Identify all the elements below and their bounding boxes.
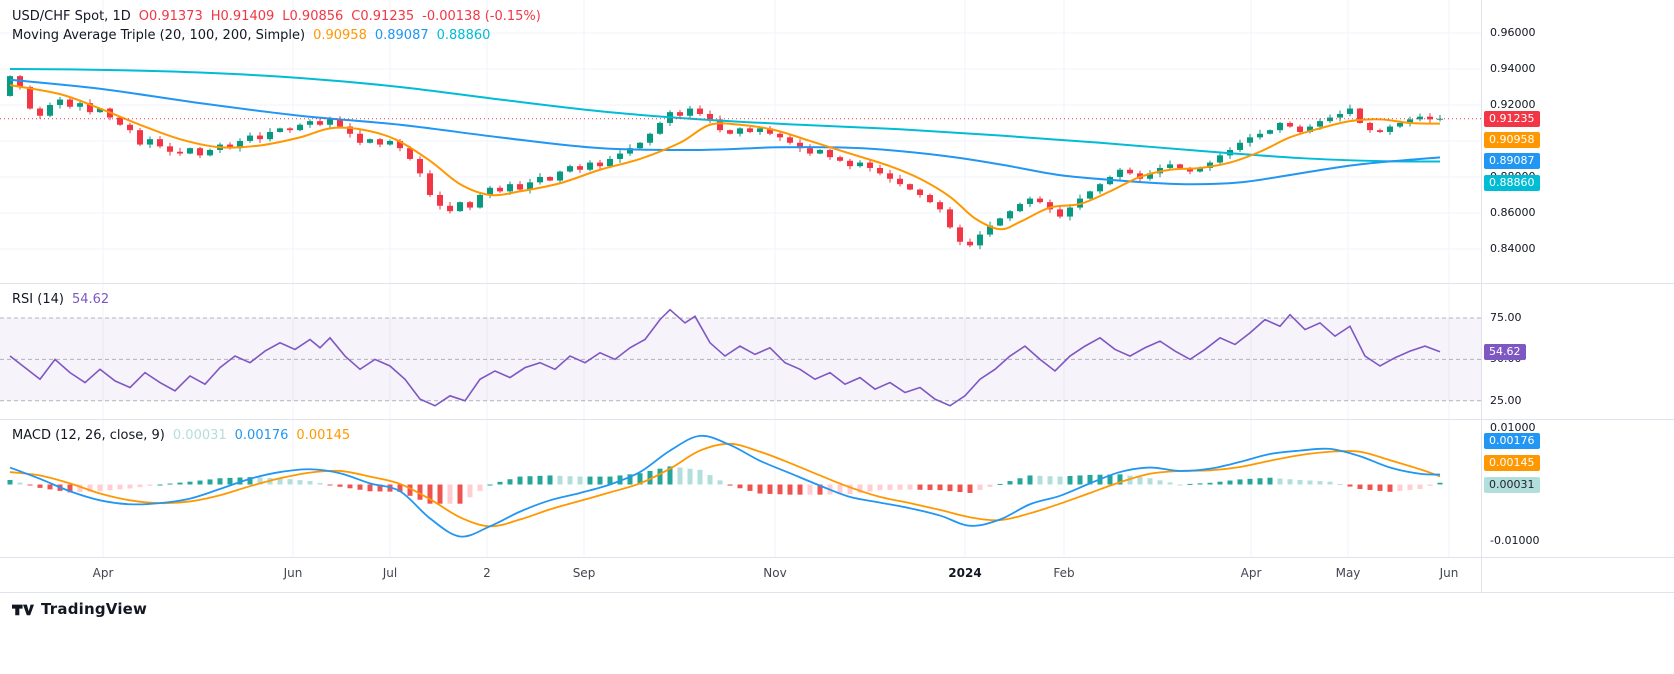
- tradingview-logo-icon[interactable]: [12, 602, 34, 617]
- axis-tick-label: -0.01000: [1490, 533, 1540, 547]
- macd-histogram-value: 0.00031: [172, 428, 227, 443]
- rsi-band: [0, 317, 1481, 401]
- time-axis-label: Apr: [92, 566, 114, 580]
- ma-triple-indicator-label[interactable]: Moving Average Triple (20, 100, 200, Sim…: [12, 28, 306, 43]
- time-scale-axis[interactable]: Apr Jun Jul 2 Sep Nov 2024 Feb Apr May Jun: [0, 557, 1481, 592]
- macd-indicator-label[interactable]: MACD (12, 26, close, 9): [12, 428, 165, 443]
- axis-tick-label: 50.00: [1490, 352, 1522, 366]
- ohlc-open: O0.91373: [138, 9, 203, 24]
- sma-100-tag: 0.89087: [1484, 153, 1540, 169]
- time-axis-label: 2: [483, 566, 491, 580]
- macd-line-tag: 0.00176: [1484, 433, 1540, 449]
- last-price-tag: 0.91235: [1484, 111, 1540, 127]
- price-pane-legend: USD/CHF Spot, 1D O0.91373 H0.91409 L0.90…: [12, 7, 541, 45]
- pane-separator[interactable]: [0, 557, 1674, 558]
- axis-tick-label: 0.01000: [1490, 420, 1536, 434]
- rsi-line: [9, 308, 1441, 407]
- rsi-pane-legend: RSI (14) 54.62: [12, 290, 109, 309]
- tradingview-logo-text[interactable]: TradingView: [41, 600, 148, 618]
- change-value: -0.00138 (-0.15%): [422, 9, 541, 24]
- chart-bottom-border: [0, 592, 1674, 593]
- axis-tick-label: 0.86000: [1490, 205, 1536, 219]
- ohlc-low: L0.90856: [282, 9, 344, 24]
- symbol-title[interactable]: USD/CHF Spot, 1D: [12, 9, 131, 24]
- time-axis-label: 2024: [948, 566, 982, 580]
- macd-signal-line: [9, 442, 1441, 528]
- ohlc-close: C0.91235: [351, 9, 415, 24]
- rsi-value-tag: 54.62: [1484, 344, 1526, 360]
- axis-tick-label: 0.96000: [1490, 25, 1536, 39]
- ohlc-high: H0.91409: [210, 9, 275, 24]
- time-axis-label: Sep: [572, 566, 596, 580]
- axis-tick-label: 0.92000: [1490, 97, 1536, 111]
- macd-histogram-tag: 0.00031: [1484, 477, 1540, 493]
- rsi-indicator-label[interactable]: RSI (14): [12, 292, 64, 307]
- sma-100-line: [9, 78, 1441, 186]
- macd-pane-legend: MACD (12, 26, close, 9) 0.00031 0.00176 …: [12, 426, 350, 445]
- time-axis-label: Nov: [763, 566, 787, 580]
- rsi-pane-canvas[interactable]: [0, 283, 1481, 419]
- axis-tick-label: 0.94000: [1490, 61, 1536, 75]
- axis-tick-label: 0.88000: [1490, 169, 1536, 183]
- time-axis-label: Jun: [283, 566, 303, 580]
- macd-pane-canvas[interactable]: [0, 419, 1481, 557]
- macd-line: [9, 434, 1441, 538]
- price-pane-canvas[interactable]: [0, 0, 1481, 283]
- macd-signal-value: 0.00145: [296, 428, 351, 443]
- axis-tick-label: 75.00: [1490, 310, 1522, 324]
- rsi-value: 54.62: [71, 292, 110, 307]
- sma-200-tag: 0.88860: [1484, 175, 1540, 191]
- axis-tick-label: 25.00: [1490, 393, 1522, 407]
- macd-histogram: [7, 466, 1443, 504]
- time-axis-label: Jul: [382, 566, 398, 580]
- axis-tick-label: 0.84000: [1490, 241, 1536, 255]
- sma-200-value: 0.88860: [436, 28, 491, 43]
- sma-20-value: 0.90958: [313, 28, 367, 43]
- sma-20-tag: 0.90958: [1484, 132, 1540, 148]
- time-axis-label: Feb: [1053, 566, 1075, 580]
- sma-200-line: [9, 67, 1441, 163]
- macd-line-value: 0.00176: [234, 428, 289, 443]
- candlestick-series: [7, 75, 1443, 250]
- time-axis-label: Apr: [1240, 566, 1262, 580]
- time-axis-label: Jun: [1439, 566, 1459, 580]
- sma-100-value: 0.89087: [374, 28, 429, 43]
- pane-separator[interactable]: [0, 283, 1674, 284]
- axis-tick-label: 0.90000: [1490, 133, 1536, 147]
- price-scale-border: [1481, 0, 1482, 592]
- macd-signal-tag: 0.00145: [1484, 455, 1540, 471]
- sma-20-line: [9, 84, 1441, 231]
- footer: TradingView: [12, 600, 147, 618]
- time-axis-label: May: [1335, 566, 1361, 580]
- pane-separator[interactable]: [0, 419, 1674, 420]
